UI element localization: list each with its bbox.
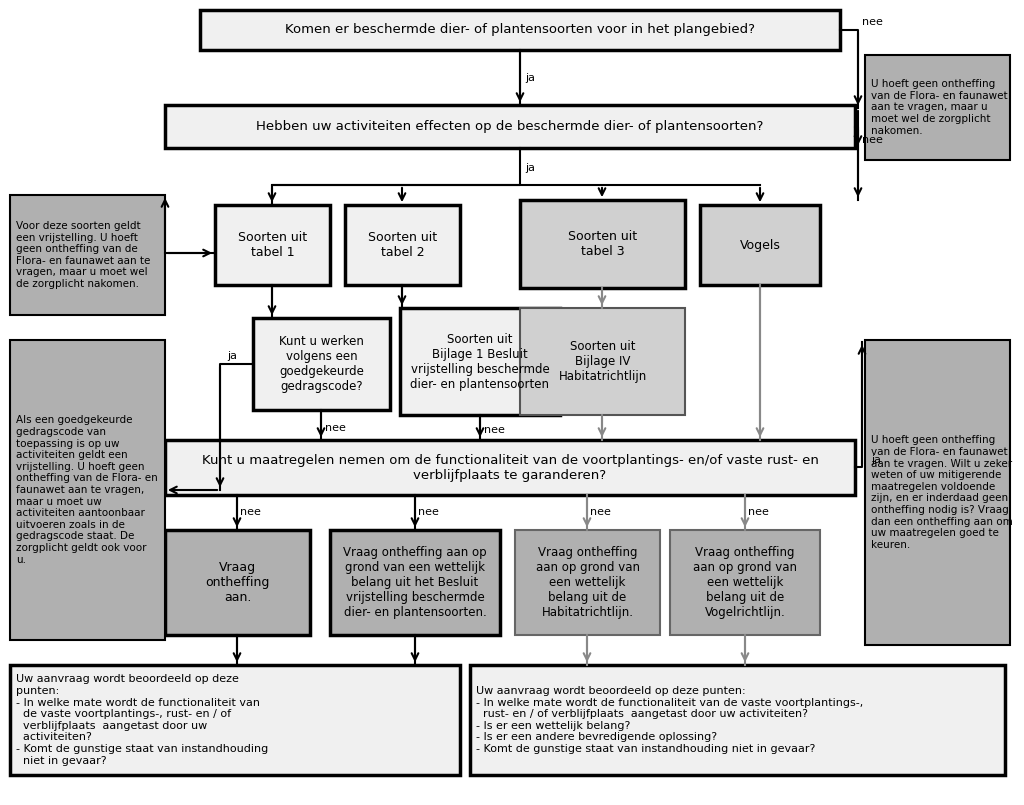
Text: Uw aanvraag wordt beoordeeld op deze
punten:
- In welke mate wordt de functional: Uw aanvraag wordt beoordeeld op deze pun…	[16, 675, 268, 766]
Text: nee: nee	[861, 135, 883, 145]
Text: Soorten uit
tabel 3: Soorten uit tabel 3	[568, 230, 637, 258]
FancyBboxPatch shape	[865, 55, 1010, 160]
Text: Vogels: Vogels	[739, 238, 780, 251]
FancyBboxPatch shape	[865, 340, 1010, 645]
Text: nee: nee	[418, 507, 438, 517]
Text: ja: ja	[525, 73, 535, 83]
Text: Als een goedgekeurde
gedragscode van
toepassing is op uw
activiteiten geldt een
: Als een goedgekeurde gedragscode van toe…	[16, 415, 158, 564]
Text: ja: ja	[871, 455, 881, 465]
FancyBboxPatch shape	[330, 530, 500, 635]
FancyBboxPatch shape	[200, 10, 840, 50]
Text: nee: nee	[483, 425, 505, 435]
Text: Voor deze soorten geldt
een vrijstelling. U hoeft
geen ontheffing van de
Flora- : Voor deze soorten geldt een vrijstelling…	[16, 221, 151, 289]
FancyBboxPatch shape	[253, 318, 390, 410]
Text: Komen er beschermde dier- of plantensoorten voor in het plangebied?: Komen er beschermde dier- of plantensoor…	[285, 23, 755, 36]
FancyBboxPatch shape	[520, 308, 685, 415]
Text: Uw aanvraag wordt beoordeeld op deze punten:
- In welke mate wordt de functional: Uw aanvraag wordt beoordeeld op deze pun…	[476, 686, 863, 754]
FancyBboxPatch shape	[515, 530, 660, 635]
FancyBboxPatch shape	[400, 308, 560, 415]
FancyBboxPatch shape	[10, 195, 165, 315]
FancyBboxPatch shape	[10, 340, 165, 640]
Text: Soorten uit
Bijlage IV
Habitatrichtlijn: Soorten uit Bijlage IV Habitatrichtlijn	[558, 340, 646, 383]
Text: Soorten uit
Bijlage 1 Besluit
vrijstelling beschermde
dier- en plantensoorten: Soorten uit Bijlage 1 Besluit vrijstelli…	[411, 332, 550, 390]
Text: U hoeft geen ontheffing
van de Flora- en faunawet
aan te vragen. Wilt u zeker
we: U hoeft geen ontheffing van de Flora- en…	[871, 436, 1013, 550]
FancyBboxPatch shape	[345, 205, 460, 285]
Text: nee: nee	[861, 17, 883, 27]
Text: Vraag ontheffing
aan op grond van
een wettelijk
belang uit de
Vogelrichtlijn.: Vraag ontheffing aan op grond van een we…	[693, 546, 797, 619]
Text: Soorten uit
tabel 2: Soorten uit tabel 2	[368, 231, 437, 259]
Text: nee: nee	[325, 423, 345, 433]
Text: ja: ja	[227, 351, 237, 361]
FancyBboxPatch shape	[165, 530, 310, 635]
Text: Kunt u werken
volgens een
goedgekeurde
gedragscode?: Kunt u werken volgens een goedgekeurde g…	[280, 335, 364, 393]
Text: U hoeft geen ontheffing
van de Flora- en faunawet
aan te vragen, maar u
moet wel: U hoeft geen ontheffing van de Flora- en…	[871, 80, 1008, 136]
Text: nee: nee	[240, 507, 260, 517]
Text: Vraag ontheffing aan op
grond van een wettelijk
belang uit het Besluit
vrijstell: Vraag ontheffing aan op grond van een we…	[343, 546, 486, 619]
Text: Kunt u maatregelen nemen om de functionaliteit van de voortplantings- en/of vast: Kunt u maatregelen nemen om de functiona…	[202, 453, 818, 481]
FancyBboxPatch shape	[165, 440, 855, 495]
FancyBboxPatch shape	[165, 105, 855, 148]
FancyBboxPatch shape	[670, 530, 820, 635]
FancyBboxPatch shape	[520, 200, 685, 288]
Text: Hebben uw activiteiten effecten op de beschermde dier- of plantensoorten?: Hebben uw activiteiten effecten op de be…	[256, 120, 764, 133]
Text: Soorten uit
tabel 1: Soorten uit tabel 1	[238, 231, 307, 259]
FancyBboxPatch shape	[470, 665, 1005, 775]
Text: Vraag
ontheffing
aan.: Vraag ontheffing aan.	[206, 561, 269, 604]
Text: nee: nee	[590, 507, 610, 517]
FancyBboxPatch shape	[10, 665, 460, 775]
FancyBboxPatch shape	[700, 205, 820, 285]
Text: nee: nee	[748, 507, 768, 517]
Text: ja: ja	[525, 163, 535, 173]
FancyBboxPatch shape	[215, 205, 330, 285]
Text: Vraag ontheffing
aan op grond van
een wettelijk
belang uit de
Habitatrichtlijn.: Vraag ontheffing aan op grond van een we…	[536, 546, 640, 619]
